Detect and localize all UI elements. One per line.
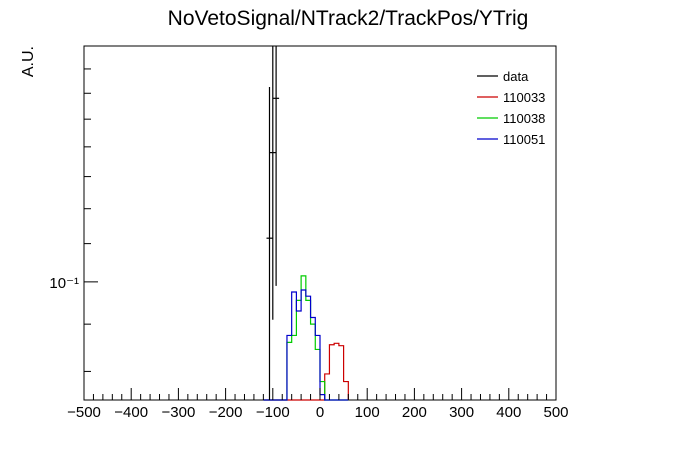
y-axis-title: A.U. [20, 46, 37, 77]
axes-layer: −500 −400 −300 −200 −100 0 100 200 300 400 500 10⁻¹ [49, 45, 569, 421]
x-tick-label: −300 [162, 404, 196, 421]
legend-label-0: data [503, 69, 529, 84]
x-tick-label: 200 [402, 404, 427, 421]
series-line-1 [263, 342, 349, 401]
x-tick-label: 100 [355, 404, 380, 421]
legend-label-2: 110038 [503, 111, 545, 126]
y-tick-label: 10⁻¹ [49, 275, 79, 292]
x-tick-label: −200 [209, 404, 243, 421]
legend: data 110033 110038 110051 [477, 69, 545, 147]
x-tick-label: 400 [496, 404, 521, 421]
x-tick-label: 300 [449, 404, 474, 421]
series-layer [263, 46, 349, 401]
x-tick-label: −100 [256, 404, 290, 421]
legend-label-1: 110033 [503, 90, 545, 105]
x-tick-label: −400 [114, 404, 148, 421]
x-tick-label: 0 [316, 404, 324, 421]
series-line-3 [263, 289, 349, 401]
x-tick-label: −500 [67, 404, 101, 421]
chart-title: NoVetoSignal/NTrack2/TrackPos/YTrig [168, 7, 529, 30]
x-tick-label: 500 [543, 404, 568, 421]
legend-label-3: 110051 [503, 132, 545, 147]
